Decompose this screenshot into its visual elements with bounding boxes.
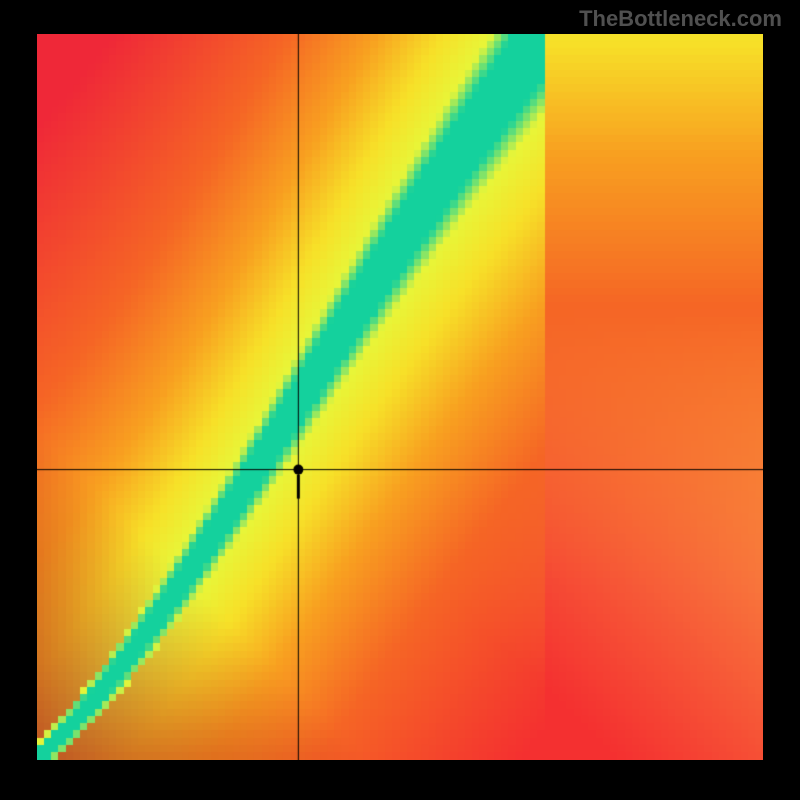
bottleneck-heatmap: [37, 34, 763, 760]
border-right: [763, 34, 800, 760]
chart-container: TheBottleneck.com: [0, 0, 800, 800]
watermark: TheBottleneck.com: [579, 6, 782, 32]
border-left: [0, 34, 37, 760]
border-bottom: [0, 760, 800, 800]
